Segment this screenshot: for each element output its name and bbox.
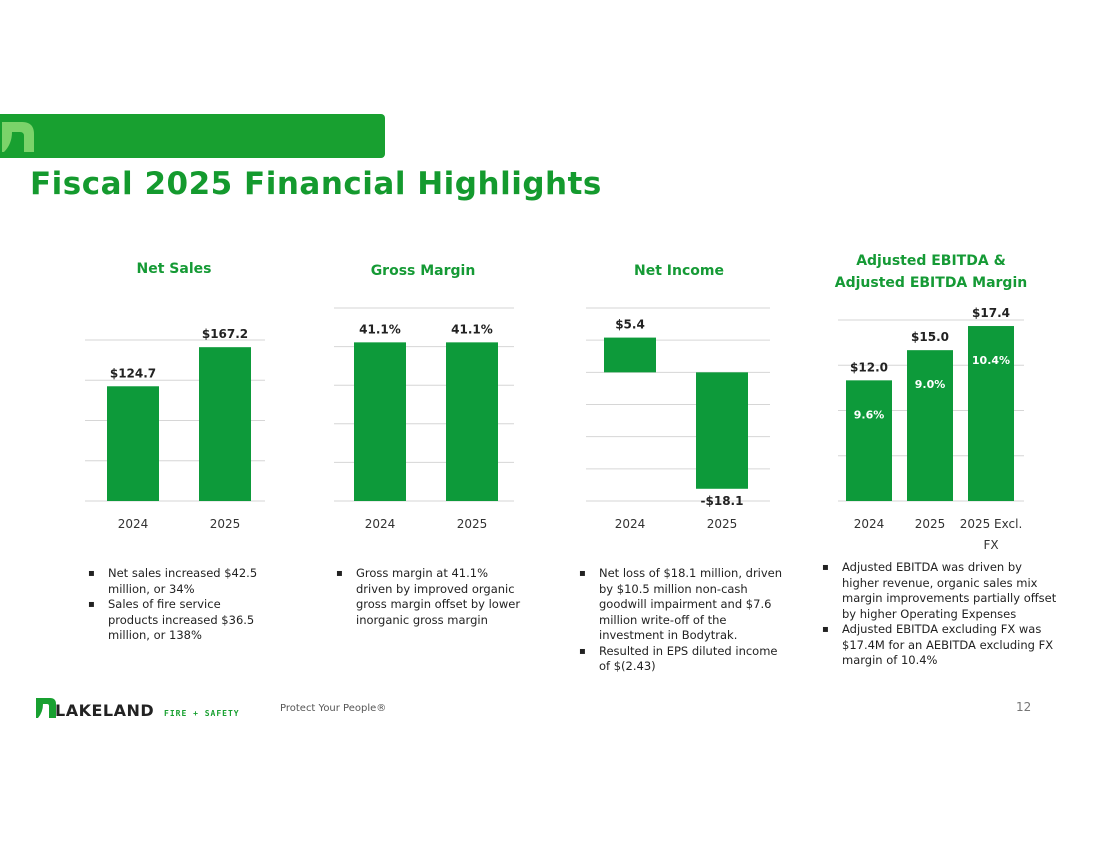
tagline: Protect Your People® <box>280 703 387 714</box>
bar <box>907 350 953 501</box>
list-item: Net loss of $18.1 million, driven by $10… <box>575 566 787 644</box>
leaf-logo-icon <box>0 114 40 158</box>
bar <box>199 347 251 501</box>
chart-title-gross-margin: Gross Margin <box>370 263 476 279</box>
margin-label: 10.4% <box>972 354 1010 367</box>
tick-label: 2024 <box>118 517 149 531</box>
lakeland-logo: LAKELAND FIRE + SAFETY <box>36 698 240 720</box>
chart-title-net-income: Net Income <box>634 263 724 279</box>
chart-title-net-sales: Net Sales <box>136 261 212 277</box>
data-label: 41.1% <box>359 322 401 336</box>
data-label: $12.0 <box>850 360 888 374</box>
list-item: Adjusted EBITDA was driven by higher rev… <box>818 560 1058 622</box>
data-label: 41.1% <box>451 322 493 336</box>
data-label: $5.4 <box>615 318 645 332</box>
chart-title-line: Adjusted EBITDA & <box>856 253 1006 269</box>
tick-label: 2025 <box>915 517 946 531</box>
tick-label: FX <box>983 538 998 552</box>
bar <box>846 380 892 501</box>
adjusted-ebitda-notes: Adjusted EBITDA was driven by higher rev… <box>818 560 1058 669</box>
bar <box>604 337 656 373</box>
data-label: $124.7 <box>110 366 156 380</box>
bar <box>968 326 1014 501</box>
tick-label: 2025 <box>457 517 488 531</box>
data-label: $15.0 <box>911 330 949 344</box>
data-label: -$18.1 <box>701 494 744 508</box>
chart-title-adjusted-ebitda: Adjusted EBITDA & Adjusted EBITDA Margin <box>820 250 1042 294</box>
chart-title-line: Adjusted EBITDA Margin <box>834 275 1028 291</box>
list-item: Sales of fire service products increased… <box>84 597 268 644</box>
bar <box>696 372 748 489</box>
bar <box>107 386 159 501</box>
header-bar <box>0 114 385 158</box>
leaf-icon <box>36 698 56 718</box>
tick-label: 2024 <box>365 517 396 531</box>
adjusted-ebitda-chart: $12.0 9.6% 2024 $15.0 9.0% 2025 $17.4 10.4% 2025… <box>838 306 1024 552</box>
list-item: Adjusted EBITDA excluding FX was $17.4M … <box>818 622 1058 669</box>
tick-label: 2024 <box>854 517 885 531</box>
net-income-chart: $5.4 2024 -$18.1 2025 <box>586 307 770 531</box>
data-label: $17.4 <box>972 306 1010 320</box>
page-title: Fiscal 2025 Financial Highlights <box>30 166 602 202</box>
list-item: Gross margin at 41.1% driven by improved… <box>332 566 522 628</box>
tick-label: 2025 <box>707 517 738 531</box>
list-item: Net sales increased $42.5 million, or 34… <box>84 566 268 597</box>
margin-label: 9.0% <box>915 378 946 391</box>
net-sales-chart: $124.7 2024 $167.2 2025 <box>85 327 265 531</box>
tick-label: 2024 <box>615 517 646 531</box>
net-sales-notes: Net sales increased $42.5 million, or 34… <box>84 566 268 644</box>
logo-wordmark: LAKELAND <box>55 701 154 720</box>
bar <box>354 342 406 501</box>
logo-subtitle: FIRE + SAFETY <box>164 709 240 718</box>
page-number: 12 <box>1016 700 1032 714</box>
bar <box>446 342 498 501</box>
tick-label: 2025 Excl. <box>960 517 1023 531</box>
gross-margin-notes: Gross margin at 41.1% driven by improved… <box>332 566 522 628</box>
tick-label: 2025 <box>210 517 241 531</box>
margin-label: 9.6% <box>854 408 885 421</box>
data-label: $167.2 <box>202 327 248 341</box>
list-item: Resulted in EPS diluted income of $(2.43… <box>575 644 787 675</box>
gross-margin-chart: 41.1% 2024 41.1% 2025 <box>334 307 514 531</box>
net-income-notes: Net loss of $18.1 million, driven by $10… <box>575 566 787 675</box>
